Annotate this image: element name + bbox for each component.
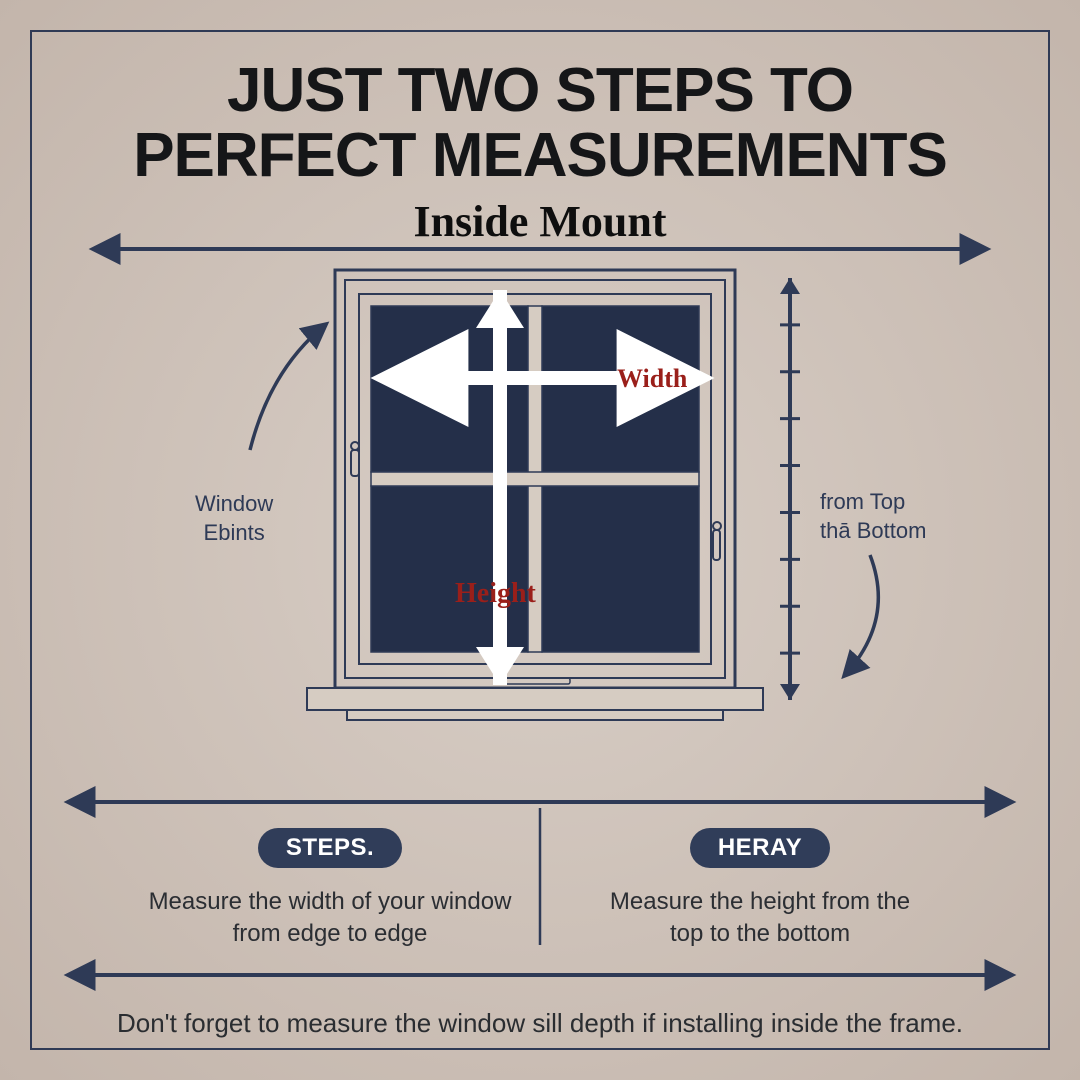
step-1-pill: STEPS. [258, 828, 402, 868]
step-1-text-l2: from edge to edge [130, 918, 530, 950]
left-caption: Window Ebints [195, 490, 273, 547]
step-2: HERAY Measure the height from the top to… [560, 828, 960, 951]
step-2-text: Measure the height from the top to the b… [560, 886, 960, 951]
left-caption-l1: Window [195, 490, 273, 519]
step-2-pill: HERAY [690, 828, 830, 868]
left-caption-l2: Ebints [195, 519, 273, 548]
step-1-text: Measure the width of your window from ed… [130, 886, 530, 951]
height-label: Height [455, 578, 536, 610]
step-1: STEPS. Measure the width of your window … [130, 828, 530, 951]
footer-note: Don't forget to measure the window sill … [0, 1008, 1080, 1039]
right-caption-l1: from Top [820, 488, 926, 517]
step-2-text-l2: top to the bottom [560, 918, 960, 950]
right-caption-l2: thā Bottom [820, 517, 926, 546]
step-2-text-l1: Measure the height from the [560, 886, 960, 918]
step-1-text-l1: Measure the width of your window [130, 886, 530, 918]
right-caption: from Top thā Bottom [820, 488, 926, 545]
width-label: Width [617, 364, 687, 394]
infographic-page: JUST TWO STEPS TO PERFECT MEASUREMENTS I… [0, 0, 1080, 1080]
